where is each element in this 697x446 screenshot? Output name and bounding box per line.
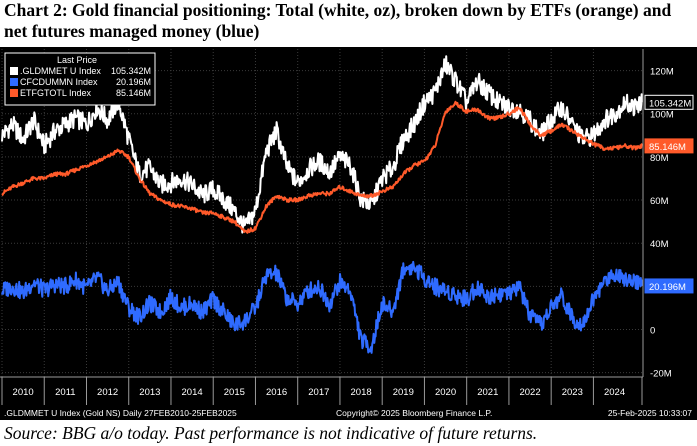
x-tick-label: 2014	[182, 387, 203, 398]
chart-footer-center: Copyright© 2025 Bloomberg Finance L.P.	[336, 408, 492, 418]
chart-footer-right: 25-Feb-2025 10:33:07	[608, 408, 692, 418]
x-tick-label: 2023	[562, 387, 583, 398]
y-tick-label: 120M	[650, 67, 674, 78]
x-axis-strip	[0, 377, 643, 405]
last-value-tag-box	[644, 94, 694, 110]
y-tick-label: -20M	[650, 369, 672, 380]
x-tick-label: 2021	[477, 387, 498, 398]
x-tick-label: 2015	[224, 387, 245, 398]
legend-swatch	[10, 89, 18, 97]
source-note: Source: BBG a/o today. Past performance …	[4, 423, 538, 443]
legend-entry-value: 85.146M	[116, 88, 151, 98]
x-tick-label: 2010	[13, 387, 34, 398]
series-line-cfcdummn-index	[1, 260, 643, 354]
x-tick-label: 2011	[55, 387, 75, 398]
legend-entry-name: .GLDMMET U Index	[20, 66, 101, 76]
axis-layer: 120M100M80M60M40M20M0-20M201020112012201…	[0, 49, 694, 405]
x-tick-label: 2022	[519, 387, 540, 398]
x-tick-label: 2016	[266, 387, 287, 398]
y-tick-label: 0	[650, 326, 655, 337]
x-tick-label: 2024	[604, 387, 625, 398]
x-tick-label: 2019	[393, 387, 414, 398]
last-value-tag-box	[644, 278, 694, 294]
y-tick-label: 100M	[650, 110, 674, 121]
y-tick-label: 40M	[650, 239, 669, 250]
chart-panel: Last Price .GLDMMET U Index 105.342M CFCDUM…	[0, 47, 697, 420]
y-tick-label: 60M	[650, 196, 669, 207]
legend-entry-name: CFCDUMMN Index	[20, 77, 98, 87]
series-layer	[1, 55, 643, 354]
legend-entry-value: 20.196M	[116, 77, 151, 87]
legend-heading: Last Price	[57, 55, 97, 65]
chart-title: Chart 2: Gold financial positioning: Tot…	[4, 0, 672, 41]
chart-footer-left: .GLDMMET U Index (Gold NS) Daily 27FEB20…	[4, 408, 237, 418]
series-line-etfgtotl-index	[1, 100, 643, 234]
legend: Last Price.GLDMMET U Index 105.342M CFCDUM…	[4, 52, 156, 106]
bloomberg-line-chart: Last Price.GLDMMET U Index 105.342M CFCDUM…	[0, 49, 694, 418]
last-value-tag: 85.146M	[649, 142, 686, 153]
last-value-tag: 20.196M	[649, 282, 686, 293]
y-tick-label: 80M	[650, 153, 669, 164]
legend-swatch	[10, 78, 18, 86]
last-value-tag: 105.342M	[649, 98, 691, 109]
legend-swatch	[10, 67, 18, 75]
chart-footer-strip: .GLDMMET U Index (Gold NS) Daily 27FEB20…	[4, 408, 692, 418]
legend-box	[4, 52, 156, 106]
x-tick-label: 2013	[139, 387, 160, 398]
x-tick-label: 2017	[308, 387, 329, 398]
x-tick-label: 2018	[351, 387, 372, 398]
last-value-tag-box	[644, 138, 694, 154]
legend-entry-name: ETFGTOTL Index	[20, 88, 92, 98]
legend-entry-value: 105.342M	[111, 66, 151, 76]
x-tick-label: 2020	[435, 387, 456, 398]
x-tick-label: 2012	[97, 387, 118, 398]
